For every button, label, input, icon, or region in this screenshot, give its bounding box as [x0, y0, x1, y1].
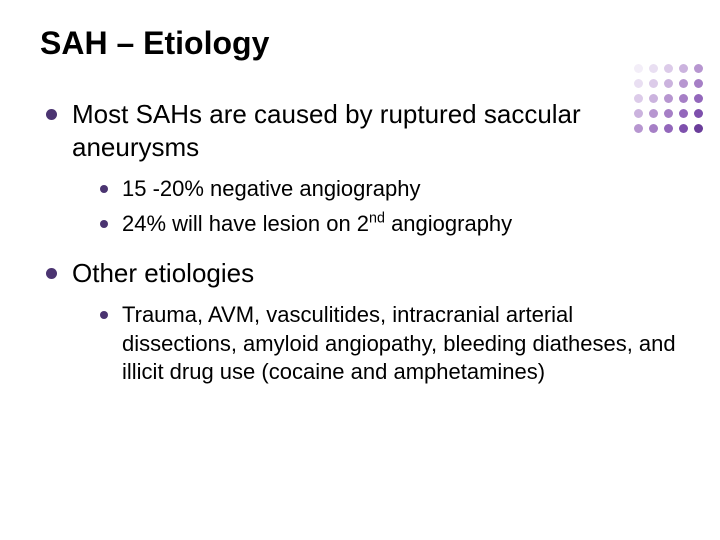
bullet-item: Most SAHs are caused by ruptured saccula…: [40, 98, 680, 238]
bullet-list-level2: Trauma, AVM, vasculitides, intracranial …: [96, 301, 680, 387]
decorative-dot: [679, 124, 688, 133]
decorative-dot: [649, 94, 658, 103]
superscript: nd: [369, 211, 385, 227]
bullet-text: Other etiologies: [72, 258, 254, 288]
decorative-dot: [679, 94, 688, 103]
decorative-dot: [634, 124, 643, 133]
decorative-dot: [664, 79, 673, 88]
decorative-dot: [634, 79, 643, 88]
sub-bullet-item: 15 -20% negative angiography: [96, 175, 680, 204]
decorative-dot: [679, 109, 688, 118]
decorative-dot: [649, 124, 658, 133]
decorative-dot: [664, 64, 673, 73]
sub-bullet-item: 24% will have lesion on 2nd angiography: [96, 210, 680, 239]
sub-bullet-text: angiography: [385, 211, 512, 236]
decorative-dot: [634, 109, 643, 118]
decorative-dot: [664, 94, 673, 103]
decorative-dot: [679, 79, 688, 88]
sub-bullet-text: Trauma, AVM, vasculitides, intracranial …: [122, 302, 676, 384]
decorative-dot: [634, 64, 643, 73]
bullet-text: Most SAHs are caused by ruptured saccula…: [72, 99, 581, 162]
decorative-dot: [649, 64, 658, 73]
decorative-dot-grid: [634, 64, 706, 136]
decorative-dot: [634, 94, 643, 103]
decorative-dot: [694, 79, 703, 88]
decorative-dot: [694, 64, 703, 73]
decorative-dot: [664, 109, 673, 118]
decorative-dot: [664, 124, 673, 133]
decorative-dot: [694, 94, 703, 103]
sub-bullet-text: 15 -20% negative angiography: [122, 176, 420, 201]
bullet-item: Other etiologies Trauma, AVM, vasculitid…: [40, 257, 680, 387]
slide-title: SAH – Etiology: [40, 24, 680, 62]
sub-bullet-text: 24% will have lesion on 2: [122, 211, 369, 236]
bullet-list-level2: 15 -20% negative angiography 24% will ha…: [96, 175, 680, 238]
decorative-dot: [649, 79, 658, 88]
decorative-dot: [694, 124, 703, 133]
bullet-list-level1: Most SAHs are caused by ruptured saccula…: [40, 98, 680, 386]
decorative-dot: [649, 109, 658, 118]
decorative-dot: [694, 109, 703, 118]
sub-bullet-item: Trauma, AVM, vasculitides, intracranial …: [96, 301, 680, 387]
decorative-dot: [679, 64, 688, 73]
slide: SAH – Etiology Most SAHs are caused by r…: [0, 0, 720, 540]
